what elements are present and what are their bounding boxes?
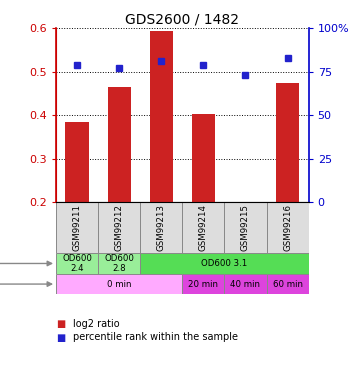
Bar: [108, 87, 131, 202]
Bar: [98, 253, 140, 274]
Bar: [225, 202, 266, 253]
Bar: [266, 274, 309, 294]
Text: OD600
2.4: OD600 2.4: [62, 254, 92, 273]
Text: 20 min: 20 min: [188, 280, 218, 289]
Text: log2 ratio: log2 ratio: [73, 319, 120, 328]
Bar: [56, 253, 98, 274]
Bar: [56, 202, 98, 253]
Text: 0 min: 0 min: [107, 280, 131, 289]
Bar: [150, 31, 173, 202]
Text: OD600
2.8: OD600 2.8: [104, 254, 134, 273]
Bar: [182, 274, 225, 294]
Text: 60 min: 60 min: [273, 280, 303, 289]
Bar: [65, 122, 88, 202]
Bar: [225, 274, 266, 294]
Text: protocol: protocol: [0, 258, 52, 268]
Bar: [266, 202, 309, 253]
Text: GSM99214: GSM99214: [199, 204, 208, 251]
Bar: [98, 202, 140, 253]
Text: GSM99213: GSM99213: [157, 204, 166, 251]
Bar: [276, 83, 299, 203]
Bar: [140, 253, 309, 274]
Text: ■: ■: [56, 333, 65, 342]
Text: OD600 3.1: OD600 3.1: [201, 259, 248, 268]
Text: GSM99216: GSM99216: [283, 204, 292, 251]
Text: percentile rank within the sample: percentile rank within the sample: [73, 333, 238, 342]
Bar: [56, 274, 182, 294]
Text: GSM99211: GSM99211: [73, 204, 82, 251]
Text: ■: ■: [56, 319, 65, 328]
Text: time: time: [0, 279, 52, 289]
Bar: [192, 114, 215, 202]
Text: GSM99212: GSM99212: [115, 204, 123, 251]
Text: GSM99215: GSM99215: [241, 204, 250, 251]
Text: 40 min: 40 min: [230, 280, 261, 289]
Bar: [182, 202, 225, 253]
Bar: [140, 202, 182, 253]
Title: GDS2600 / 1482: GDS2600 / 1482: [125, 13, 239, 27]
